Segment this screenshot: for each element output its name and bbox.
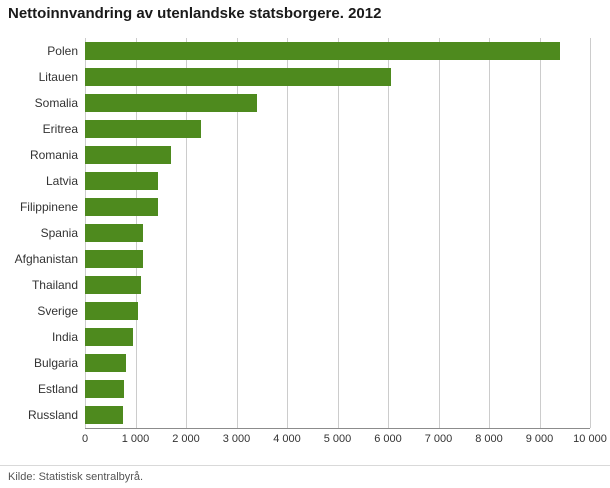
bar-somalia <box>85 94 257 112</box>
category-label: Filippinene <box>19 200 78 214</box>
bar-row <box>85 350 590 376</box>
category-label: Estland <box>37 382 78 396</box>
plot-area <box>85 38 591 429</box>
bar-romania <box>85 146 171 164</box>
x-tick-label: 8 000 <box>475 433 503 445</box>
category-label: Somalia <box>34 96 78 110</box>
category-label: Sverige <box>37 304 78 318</box>
bar-row <box>85 324 590 350</box>
bars-area <box>85 38 590 428</box>
bar-sverige <box>85 302 139 320</box>
x-tick-label: 5 000 <box>323 433 352 445</box>
gridline <box>388 38 389 428</box>
category-label: Romania <box>29 148 78 162</box>
x-tick-label: 1 000 <box>121 433 150 445</box>
x-tick-label: 3 000 <box>222 433 251 445</box>
bar-row <box>85 246 590 272</box>
gridline <box>287 38 288 428</box>
bar-row <box>85 298 590 324</box>
bar-eritrea <box>85 120 202 138</box>
bar-row <box>85 168 590 194</box>
x-tick-label: 9 000 <box>525 433 554 445</box>
category-label: Afghanistan <box>14 252 78 266</box>
bar-russland <box>85 406 124 424</box>
bar-row <box>85 64 590 90</box>
bar-filippinene <box>85 198 159 216</box>
bar-estland <box>85 380 125 398</box>
source-note: Kilde: Statistisk sentralbyrå. <box>0 465 610 488</box>
x-ticks: 0 1 000 2 000 3 000 4 000 5 000 6 000 7 000 8 00… <box>81 433 607 449</box>
gridline <box>489 38 490 428</box>
bar-row <box>85 272 590 298</box>
bar-afghanistan <box>85 250 144 268</box>
gridline <box>438 38 440 428</box>
gridline <box>539 38 541 428</box>
category-label: Russland <box>27 408 78 422</box>
category-label: Bulgaria <box>33 356 78 370</box>
category-label: Polen <box>47 44 78 58</box>
category-label: Eritrea <box>42 122 78 136</box>
chart-title: Nettoinnvandring av utenlandske statsbor… <box>8 5 382 22</box>
category-label: Litauen <box>38 70 78 84</box>
x-tick-label: 4 000 <box>273 433 301 445</box>
bar-india <box>85 328 133 346</box>
bar-row <box>85 142 590 168</box>
x-tick-label: 2 000 <box>172 433 200 445</box>
x-tick-label: 10 000 <box>573 433 607 445</box>
bar-row <box>85 116 590 142</box>
bar-bulgaria <box>85 354 127 372</box>
bar-row <box>85 90 590 116</box>
bar-row <box>85 376 590 402</box>
bar-row <box>85 194 590 220</box>
category-label: Spania <box>40 226 78 240</box>
gridline <box>590 38 591 428</box>
bar-thailand <box>85 276 141 294</box>
bar-litauen <box>85 68 391 86</box>
x-tick-label: 7 000 <box>424 433 453 445</box>
bar-latvia <box>85 172 159 190</box>
bar-spania <box>85 224 144 242</box>
category-label: Latvia <box>45 174 78 188</box>
bar-row <box>85 38 590 64</box>
category-label: Thailand <box>31 278 78 292</box>
x-tick-label: 0 <box>81 433 89 445</box>
category-labels: Polen Litauen Somalia Eritrea Romania Latvia F… <box>0 38 78 428</box>
bar-polen <box>85 42 560 60</box>
category-label: India <box>51 330 78 344</box>
gridline <box>337 38 339 428</box>
bar-row <box>85 220 590 246</box>
x-tick-label: 6 000 <box>374 433 402 445</box>
gridline <box>186 38 187 428</box>
gridline <box>236 38 238 428</box>
bar-row <box>85 402 590 428</box>
